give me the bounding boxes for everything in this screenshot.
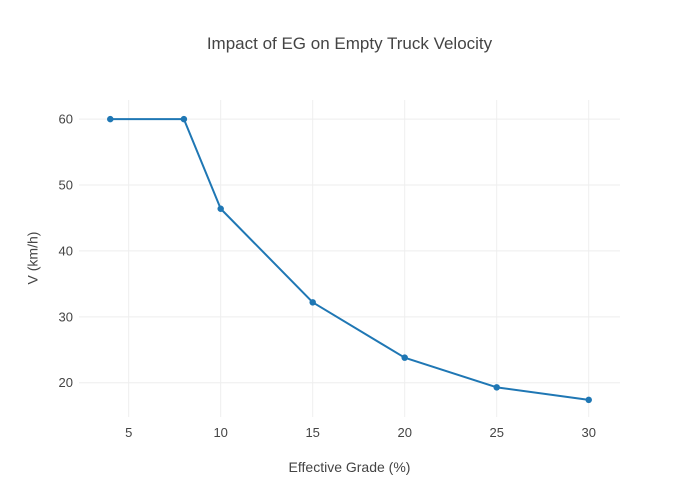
data-point [107,115,114,123]
series-line [110,118,589,401]
y-axis-title: V (km/h) [24,231,41,285]
y-tick-label: 60 [59,112,73,127]
data-point [493,384,500,391]
y-tick-label: 50 [59,178,73,193]
data-point [309,299,316,306]
y-tick-label: 40 [59,243,73,258]
chart-title: Impact of EG on Empty Truck Velocity [206,34,493,53]
data-point [217,205,224,212]
x-tick-label: 30 [581,425,595,440]
gridlines [79,100,620,417]
x-tick-label: 15 [305,425,319,440]
y-tick-label: 30 [59,309,73,324]
y-tick-label: 20 [59,375,73,390]
series-layer [107,115,592,404]
x-tick-label: 25 [489,425,503,440]
x-axis-title: Effective Grade (%) [288,459,411,475]
data-point [401,354,408,361]
data-point [585,396,592,404]
x-tick-label: 20 [397,425,411,440]
x-tick-label: 10 [213,425,227,440]
x-tick-label: 5 [125,425,132,440]
data-point [180,115,188,123]
tick-labels: 5 10 15 20 25 30 20 30 40 50 60 [59,112,596,440]
